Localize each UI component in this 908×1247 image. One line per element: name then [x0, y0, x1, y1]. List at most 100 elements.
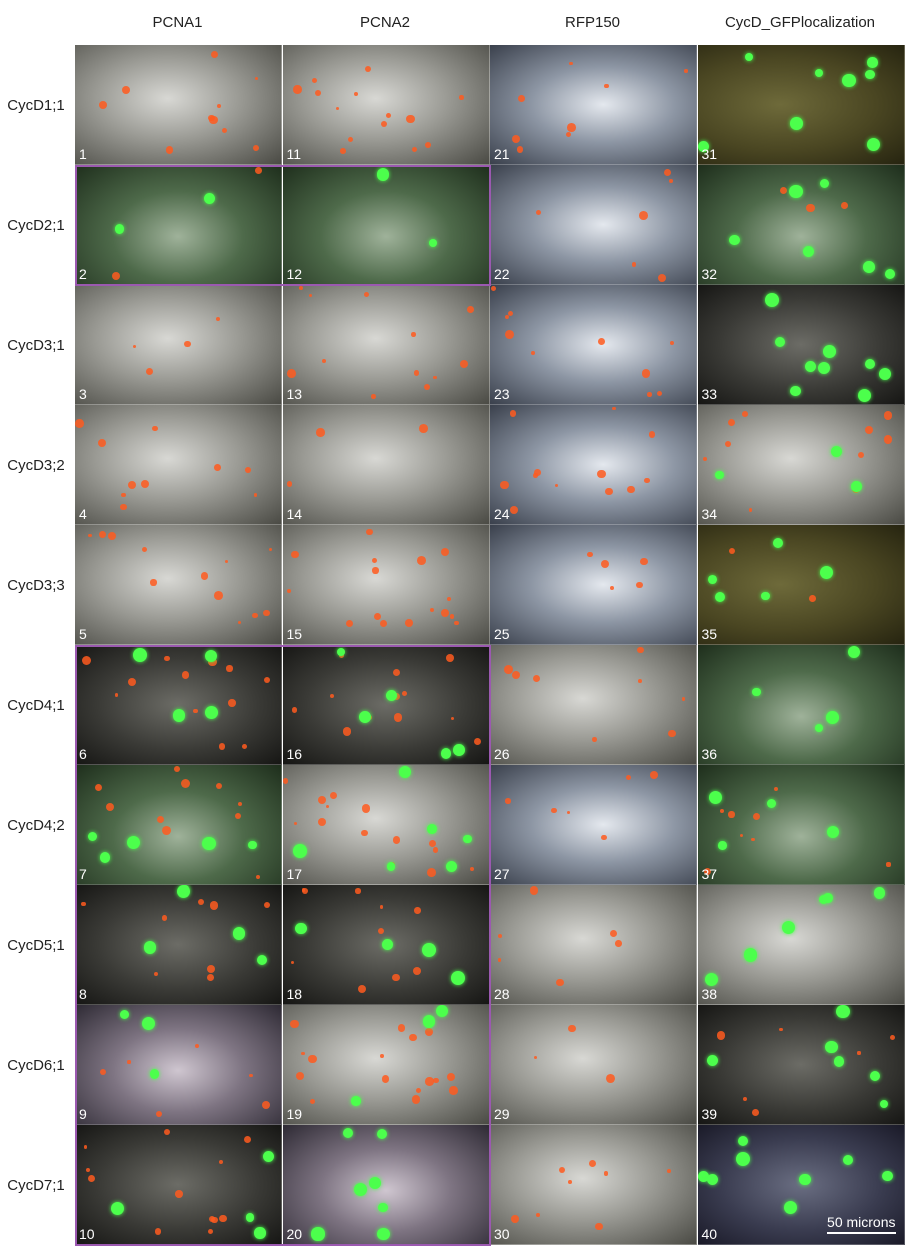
rfp-spot — [412, 966, 422, 975]
rfp-spot — [197, 898, 204, 906]
micrograph-panel: 40 50 microns — [697, 1125, 905, 1245]
column-header: RFP150 — [490, 0, 695, 45]
rfp-spot — [291, 707, 298, 714]
panel-number: 19 — [286, 1106, 303, 1122]
rfp-spot — [533, 468, 541, 476]
gfp-nucleus — [765, 293, 780, 308]
rfp-spot — [226, 665, 233, 672]
rfp-spot — [378, 927, 385, 934]
rfp-spot — [365, 528, 373, 536]
gfp-nucleus — [248, 840, 257, 849]
gfp-nucleus — [865, 359, 876, 370]
rfp-spot — [221, 128, 227, 134]
panel-number: 34 — [701, 506, 718, 522]
rfp-spot — [290, 550, 299, 559]
rfp-spot — [840, 201, 848, 209]
micrograph-panel: 8 — [75, 885, 282, 1005]
rfp-spot — [362, 804, 371, 813]
micrograph-panel: 33 — [697, 285, 905, 405]
rfp-spot — [647, 392, 652, 397]
rfp-spot — [742, 1097, 747, 1101]
column-header-text: RFP150 — [564, 14, 621, 31]
gfp-nucleus — [817, 361, 830, 374]
rfp-spot — [511, 1215, 519, 1223]
gfp-nucleus — [133, 647, 147, 662]
rfp-spot — [111, 271, 121, 280]
row-label: CycD4;2 — [7, 816, 65, 834]
micrograph-panel: 37 — [697, 765, 905, 885]
rfp-spot — [154, 1228, 161, 1235]
rfp-spot — [631, 262, 637, 267]
gfp-nucleus — [446, 861, 458, 873]
gfp-nucleus — [706, 1055, 718, 1067]
panel-number: 27 — [494, 866, 510, 882]
rfp-spot — [234, 812, 241, 820]
rfp-spot — [150, 579, 157, 586]
rfp-spot — [252, 144, 260, 152]
gfp-nucleus — [865, 69, 875, 80]
rfp-spot — [211, 50, 219, 59]
rfp-spot — [466, 306, 474, 313]
rfp-spot — [142, 547, 148, 553]
rfp-spot — [379, 905, 384, 910]
rfp-spot — [256, 874, 261, 879]
micrograph-panel: 14 — [282, 405, 490, 525]
rfp-spot — [412, 146, 418, 152]
gfp-nucleus — [150, 1069, 160, 1079]
gfp-nucleus — [143, 941, 157, 954]
gfp-nucleus — [378, 1202, 388, 1213]
panel-number: 9 — [79, 1106, 87, 1122]
rfp-spot — [864, 425, 874, 435]
gfp-nucleus — [714, 591, 726, 602]
rfp-spot — [249, 1073, 253, 1077]
gfp-nucleus — [866, 137, 880, 152]
gfp-nucleus — [834, 1056, 845, 1067]
rfp-spot — [725, 440, 732, 447]
rfp-spot — [751, 838, 755, 842]
micrograph-panel: 1 — [75, 45, 282, 165]
gfp-nucleus — [257, 954, 268, 965]
rfp-spot — [432, 847, 439, 853]
panel-number: 40 — [701, 1226, 718, 1242]
panel-number: 26 — [494, 746, 510, 762]
rfp-spot — [684, 69, 688, 73]
rfp-spot — [122, 86, 131, 95]
rfp-spot — [518, 95, 525, 103]
rfp-spot — [120, 503, 127, 511]
gfp-nucleus — [773, 538, 784, 549]
gfp-nucleus — [878, 367, 892, 381]
rfp-spot — [567, 810, 571, 814]
gfp-nucleus — [698, 1170, 710, 1183]
rfp-spot — [224, 560, 229, 564]
rfp-spot — [181, 671, 189, 679]
rfp-spot — [454, 620, 459, 626]
gfp-nucleus — [735, 1152, 750, 1167]
micrograph-panel: 10 — [75, 1125, 282, 1245]
micrograph-panel: 21 — [490, 45, 697, 165]
gfp-nucleus — [867, 57, 878, 68]
rfp-spot — [497, 934, 502, 939]
rfp-spot — [264, 901, 271, 908]
rfp-spot — [418, 424, 428, 433]
row-label: CycD3;1 — [7, 336, 65, 354]
gfp-nucleus — [422, 943, 437, 957]
scale-bar-label: 50 microns — [827, 1214, 896, 1230]
scale-bar-line — [827, 1232, 896, 1234]
rfp-spot — [809, 594, 816, 602]
gfp-nucleus — [336, 647, 346, 657]
rfp-spot — [568, 1179, 572, 1184]
row-label: CycD3;3 — [7, 576, 65, 594]
rfp-spot — [415, 1087, 421, 1093]
gfp-nucleus — [245, 1213, 254, 1222]
rfp-spot — [207, 974, 215, 982]
rfp-spot — [342, 726, 352, 736]
rfp-spot — [301, 888, 306, 892]
rfp-spot — [779, 186, 788, 195]
rfp-spot — [703, 868, 711, 876]
rfp-spot — [636, 581, 643, 589]
rfp-spot — [217, 103, 222, 108]
panel-number: 39 — [701, 1106, 718, 1122]
rfp-spot — [429, 607, 434, 612]
rfp-spot — [883, 411, 893, 420]
micrograph-panel: 36 — [697, 645, 905, 765]
